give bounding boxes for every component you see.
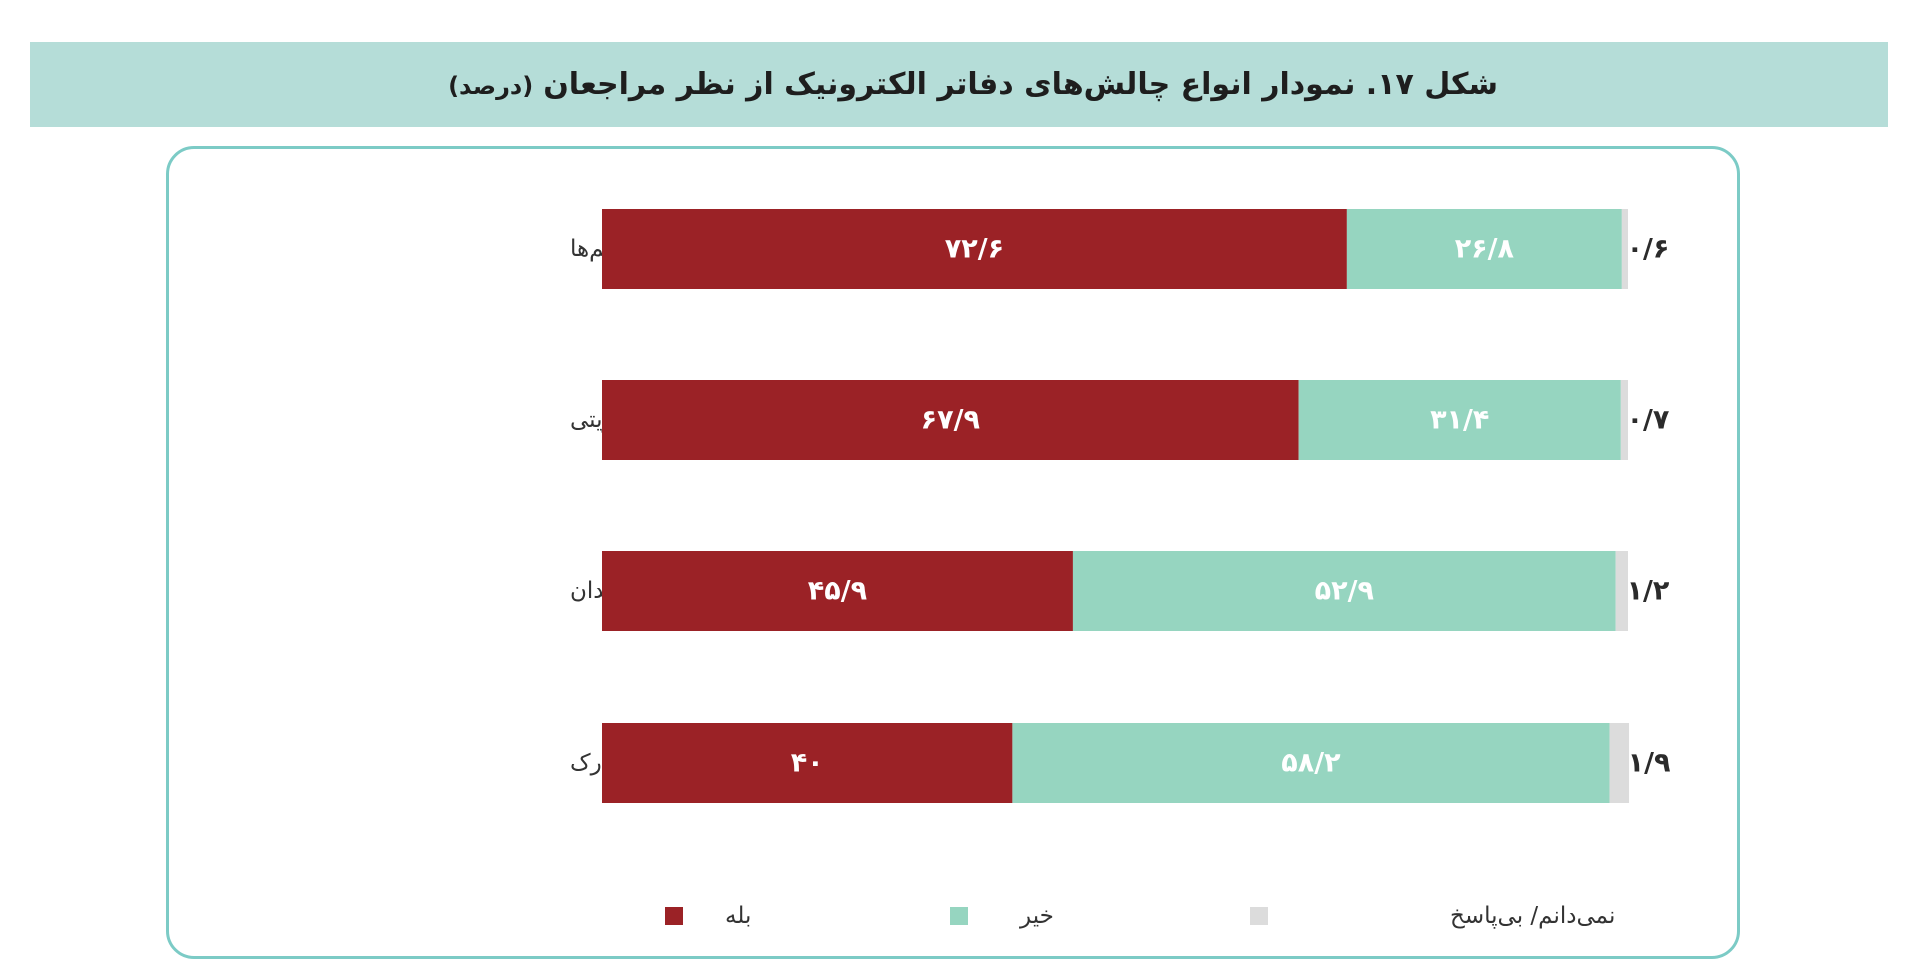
data-label: ۵۸/۲ — [1281, 748, 1341, 779]
title-band: شکل ۱۷. نمودار انواع چالش‌های دفاتر الکت… — [30, 42, 1888, 127]
bar-segment — [1621, 209, 1628, 289]
bar-segment — [1615, 551, 1628, 631]
data-label: ۴۰ — [791, 748, 824, 779]
data-label: ۳۱/۴ — [1430, 405, 1489, 436]
bar-segment — [1072, 551, 1616, 631]
bar-segment — [1012, 723, 1610, 803]
data-label: ۶۷/۹ — [921, 405, 980, 436]
data-label: ۰/۷ — [1627, 405, 1670, 436]
chart-subtitle: (درصد) — [448, 72, 534, 100]
bar-segment — [1609, 723, 1630, 803]
legend-label: خیر — [1019, 903, 1054, 929]
bar-segment — [1620, 380, 1628, 460]
chart-frame — [166, 146, 1740, 959]
data-label: ۱/۲ — [1627, 576, 1670, 607]
data-label: ۴۵/۹ — [808, 576, 867, 607]
data-label: ۰/۶ — [1627, 234, 1670, 265]
data-label: ۵۲/۹ — [1315, 576, 1374, 607]
bar-segment — [1346, 209, 1622, 289]
data-label: ۱/۹ — [1628, 748, 1671, 779]
legend-swatch — [950, 907, 968, 925]
legend-label: بله — [725, 903, 751, 929]
data-label: ۲۶/۸ — [1455, 234, 1515, 265]
bar-segment — [602, 380, 1299, 460]
bar-segment — [1298, 380, 1621, 460]
data-label: ۷۲/۶ — [945, 234, 1004, 265]
legend-swatch — [665, 907, 683, 925]
chart-title: شکل ۱۷. نمودار انواع چالش‌های دفاتر الکت… — [448, 42, 1498, 127]
bar-segment — [602, 551, 1073, 631]
bar-segment — [602, 723, 1013, 803]
bar-segment — [602, 209, 1347, 289]
legend-swatch — [1250, 907, 1268, 925]
title-main: شکل ۱۷. نمودار انواع چالش‌های دفاتر الکت… — [543, 67, 1498, 102]
legend-label: نمی‌دانم/ بی‌پاسخ — [1450, 903, 1615, 929]
